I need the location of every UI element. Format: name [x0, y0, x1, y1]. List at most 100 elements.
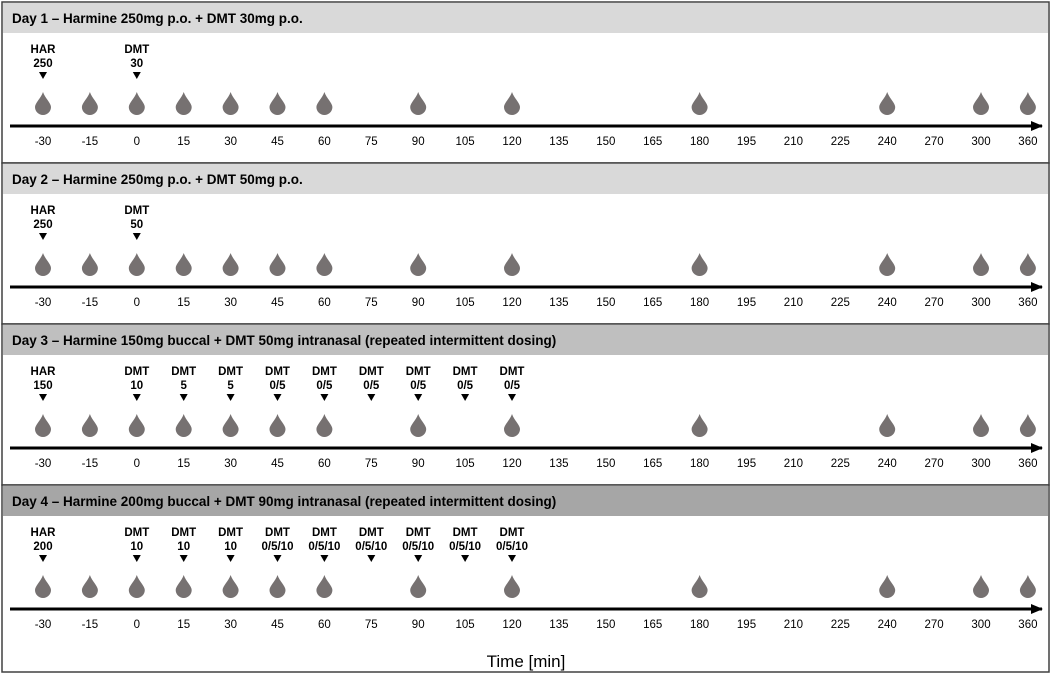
tick-label: 225 — [831, 458, 850, 470]
tick-label: 240 — [878, 619, 897, 631]
dose-marker: DMT 10 — [124, 527, 149, 562]
dose-label: HAR — [31, 527, 57, 539]
blood-sample-drop-icon — [35, 92, 51, 115]
dose-label: DMT — [265, 366, 290, 378]
tick-label: 150 — [596, 136, 615, 148]
dose-marker: HAR 250 — [31, 205, 57, 240]
dose-label: 10 — [130, 380, 143, 392]
dose-arrow-head-icon — [367, 394, 376, 401]
tick-label: 135 — [549, 297, 568, 309]
dose-label: 250 — [33, 219, 52, 231]
tick-label: 180 — [690, 297, 709, 309]
blood-sample-drop-icon — [81, 414, 98, 437]
tick-label: -30 — [35, 136, 52, 148]
tick-label: 75 — [365, 458, 378, 470]
tick-label: 45 — [271, 458, 284, 470]
tick-label: 75 — [365, 297, 378, 309]
dose-arrow-head-icon — [508, 394, 516, 401]
tick-label: 210 — [784, 619, 803, 631]
blood-sample-drop-icon — [1019, 253, 1036, 276]
blood-sample-drop-icon — [504, 92, 520, 115]
tick-label: 0 — [134, 619, 140, 631]
tick-label: 180 — [690, 619, 709, 631]
dose-marker: DMT 0/5/10 — [496, 527, 528, 562]
dose-label: 0/5 — [363, 380, 380, 392]
dose-label: 250 — [33, 58, 52, 70]
tick-label: 135 — [549, 458, 568, 470]
tick-label: -15 — [82, 297, 99, 309]
tick-label: 270 — [925, 458, 944, 470]
dose-marker: DMT 0/5/10 — [355, 527, 387, 562]
tick-label: 105 — [456, 136, 475, 148]
dose-marker: DMT 0/5/10 — [308, 527, 340, 562]
dose-arrow-head-icon — [39, 555, 47, 562]
dose-label: DMT — [171, 527, 196, 539]
tick-label: 105 — [456, 619, 475, 631]
tick-label: 15 — [177, 297, 190, 309]
dose-marker: DMT 5 — [218, 366, 243, 401]
dose-arrow-head-icon — [39, 72, 47, 79]
blood-sample-drop-icon — [879, 253, 896, 276]
tick-label: 135 — [549, 619, 568, 631]
blood-sample-drop-icon — [81, 253, 98, 276]
dose-label: 5 — [227, 380, 234, 392]
tick-label: 90 — [412, 136, 425, 148]
dose-arrow-head-icon — [414, 394, 423, 401]
dose-label: 0/5 — [270, 380, 287, 392]
tick-label: 30 — [224, 619, 237, 631]
tick-label: 240 — [878, 458, 897, 470]
tick-label: 0 — [134, 136, 140, 148]
dose-label: 0/5/10 — [496, 541, 528, 553]
tick-label: 360 — [1018, 136, 1037, 148]
tick-label: 195 — [737, 136, 756, 148]
dose-arrow-head-icon — [226, 394, 235, 401]
dose-marker: DMT 0/5 — [406, 366, 431, 401]
dose-label: HAR — [31, 205, 57, 217]
dose-marker: DMT 0/5/10 — [449, 527, 481, 562]
blood-sample-drop-icon — [175, 575, 192, 598]
dose-label: 10 — [177, 541, 190, 553]
tick-label: 165 — [643, 297, 662, 309]
dose-arrow-head-icon — [39, 233, 47, 240]
blood-sample-drop-icon — [222, 414, 239, 437]
dose-marker: DMT 10 — [124, 366, 149, 401]
panel-title: Day 2 – Harmine 250mg p.o. + DMT 50mg p.… — [12, 172, 303, 187]
blood-sample-drop-icon — [1019, 575, 1036, 598]
blood-sample-drop-icon — [128, 92, 145, 115]
tick-label: 0 — [134, 297, 140, 309]
dose-label: DMT — [124, 366, 149, 378]
dose-label: 50 — [130, 219, 143, 231]
blood-sample-drop-icon — [504, 253, 520, 276]
dose-label: HAR — [31, 44, 57, 56]
dose-label: 0/5 — [316, 380, 333, 392]
dose-arrow-head-icon — [179, 555, 188, 562]
tick-label: -15 — [82, 136, 99, 148]
dose-label: 0/5 — [410, 380, 427, 392]
dose-label: 10 — [130, 541, 143, 553]
tick-label: 225 — [831, 297, 850, 309]
blood-sample-drop-icon — [35, 575, 51, 598]
dose-label: DMT — [124, 44, 149, 56]
dose-label: DMT — [265, 527, 290, 539]
tick-label: 45 — [271, 136, 284, 148]
blood-sample-drop-icon — [269, 575, 286, 598]
dose-label: 0/5/10 — [355, 541, 387, 553]
tick-label: 210 — [784, 458, 803, 470]
blood-sample-drop-icon — [269, 414, 286, 437]
dose-label: 10 — [224, 541, 237, 553]
blood-sample-drop-icon — [691, 575, 708, 598]
dose-marker: DMT 0/5 — [359, 366, 384, 401]
tick-label: 30 — [224, 297, 237, 309]
tick-label: 270 — [925, 619, 944, 631]
tick-label: -15 — [82, 458, 99, 470]
dose-arrow-head-icon — [132, 233, 141, 240]
dose-arrow-head-icon — [461, 555, 470, 562]
tick-label: 120 — [502, 297, 521, 309]
blood-sample-drop-icon — [128, 414, 145, 437]
blood-sample-drop-icon — [879, 575, 896, 598]
blood-sample-drop-icon — [879, 92, 896, 115]
dose-arrow-head-icon — [132, 555, 141, 562]
tick-label: 45 — [271, 619, 284, 631]
dose-marker: DMT 0/5/10 — [402, 527, 434, 562]
